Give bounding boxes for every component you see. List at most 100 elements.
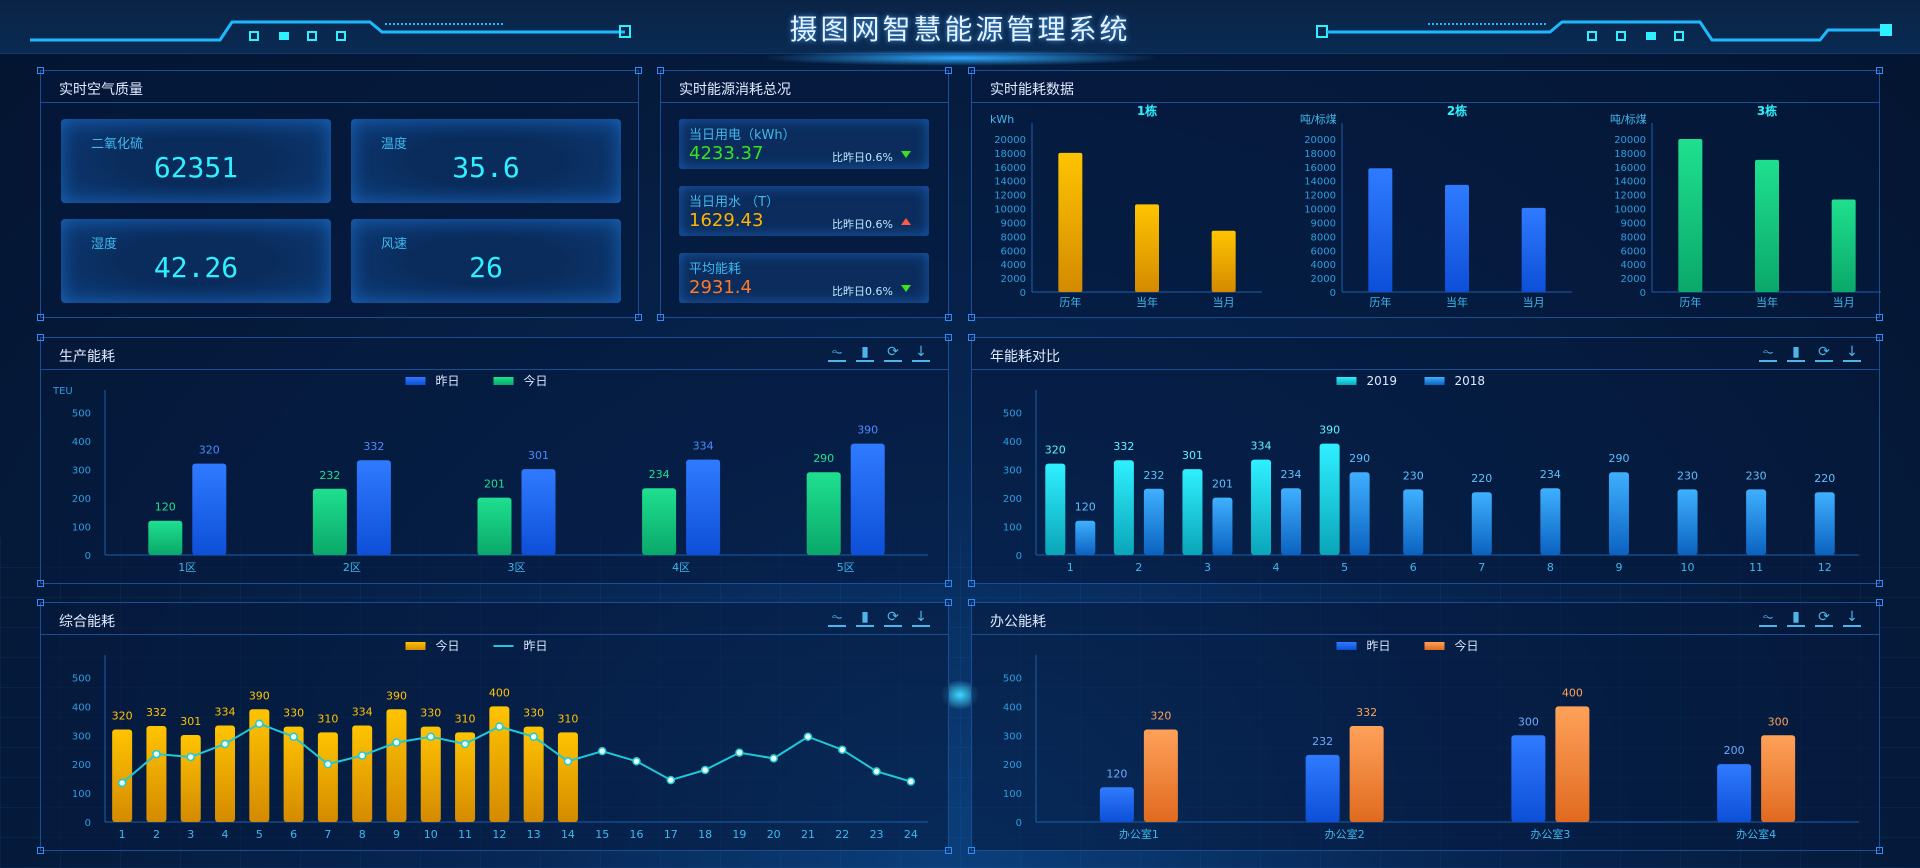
refresh-icon[interactable]: ⟳ [1815, 344, 1833, 362]
bar [1511, 735, 1546, 822]
legend-label: 2018 [1455, 374, 1486, 388]
y-tick-label: 0 [1640, 288, 1646, 299]
bar [1814, 492, 1835, 555]
bar [1746, 489, 1767, 555]
x-tick-label: 16 [630, 828, 644, 841]
refresh-icon[interactable]: ⟳ [884, 609, 902, 627]
bar [557, 732, 578, 822]
bar-chart-icon[interactable]: ▮ [1787, 609, 1805, 627]
y-tick-label: 14000 [1304, 177, 1336, 188]
y-tick-label: 300 [1003, 465, 1022, 476]
energy-value: 2931.4 [689, 277, 752, 298]
pulse-icon[interactable]: ⏦ [1759, 609, 1777, 627]
x-tick-label: 20 [767, 828, 781, 841]
y-tick-label: 16000 [1304, 163, 1336, 174]
download-icon[interactable]: ↓ [912, 609, 930, 627]
x-tick-label: 5 [256, 828, 263, 841]
x-tick-label: 5 [1341, 561, 1348, 574]
y-tick-label: 10000 [1304, 205, 1336, 216]
panel-title: 综合能耗 [59, 614, 115, 630]
panel-title: 年能耗对比 [990, 349, 1060, 365]
air-quality-panel: 实时空气质量 二氧化硫 62351 温度 35.6 湿度 42.26 风速 26 [37, 67, 642, 321]
line-point [666, 775, 676, 785]
metric-card-humidity: 湿度 42.26 [61, 219, 331, 303]
x-tick-label: 当月 [1523, 295, 1545, 309]
metric-value: 35.6 [452, 151, 520, 184]
bar-chart-icon[interactable]: ▮ [856, 344, 874, 362]
energy-value: 4233.37 [689, 143, 764, 164]
download-icon[interactable]: ↓ [912, 344, 930, 362]
y-tick-label: 9000 [1621, 218, 1646, 229]
data-label: 330 [420, 707, 441, 720]
line-point [632, 757, 641, 766]
y-tick-label: 300 [72, 731, 91, 742]
legend-label: 2019 [1367, 374, 1398, 388]
bar [1755, 159, 1779, 292]
realtime-energy-chart: 1栋 kWh 0 2000 4000 6000 8000 9000 10000 12000 1400… [990, 103, 1881, 309]
trend-down-icon [901, 285, 911, 292]
x-tick-label: 9 [393, 828, 400, 841]
y-tick-label: 2000 [1311, 274, 1336, 285]
y-tick-label: 2000 [1621, 274, 1646, 285]
x-tick-label: 2 [1135, 561, 1142, 574]
y-tick-label: 4000 [1621, 260, 1646, 271]
x-tick-label: 3 [1204, 561, 1211, 574]
data-label: 334 [352, 705, 373, 718]
bar [1761, 735, 1796, 822]
download-icon[interactable]: ↓ [1843, 609, 1861, 627]
composite-energy-panel: 综合能耗 ⏦ ▮ ⟳ ↓ 今日 昨日 0 100 200 300 400 500 1 2 3 4 5 6 7 8 9 10… [37, 599, 952, 854]
refresh-icon[interactable]: ⟳ [1815, 609, 1833, 627]
y-tick-label: 0 [1016, 551, 1022, 562]
x-tick-label: 9 [1615, 561, 1622, 574]
x-tick-label: 14 [561, 828, 575, 841]
bar [1058, 152, 1083, 292]
data-label: 220 [1471, 472, 1492, 485]
bar [523, 726, 544, 822]
x-tick-label: 历年 [1679, 295, 1701, 309]
line-point [803, 732, 813, 741]
line-point [152, 749, 161, 759]
trend-down-icon [901, 151, 911, 158]
x-tick-label: 19 [732, 828, 746, 841]
bar [180, 734, 201, 822]
legend-swatch [405, 642, 426, 650]
y-tick-label: 20000 [1304, 135, 1336, 146]
legend-label: 今日 [1455, 638, 1479, 653]
line-point [255, 719, 264, 728]
data-label: 320 [199, 444, 220, 457]
bar-chart-icon[interactable]: ▮ [1787, 344, 1805, 362]
bar [1471, 492, 1492, 555]
x-tick-label: 2 [153, 828, 160, 841]
bar [146, 726, 167, 822]
bar [489, 706, 510, 822]
bar [317, 732, 338, 822]
energy-label: 平均能耗 [689, 262, 742, 277]
pulse-icon[interactable]: ⏦ [828, 609, 846, 627]
legend: 2019 2018 [1336, 374, 1486, 388]
data-label: 201 [484, 478, 505, 491]
line-point [906, 777, 916, 786]
pulse-icon[interactable]: ⏦ [1759, 344, 1777, 362]
data-label: 201 [1212, 478, 1233, 491]
x-tick-label: 当年 [1756, 295, 1778, 309]
legend-label: 昨日 [436, 374, 460, 388]
refresh-icon[interactable]: ⟳ [884, 344, 902, 362]
x-tick-label: 办公室3 [1530, 827, 1570, 841]
line-point [426, 732, 436, 741]
data-label: 310 [557, 712, 578, 725]
data-label: 400 [489, 686, 510, 699]
realtime-energy-panel: 实时能耗数据 1栋 kWh 0 2000 4000 6000 8000 9000 10000 12… [968, 67, 1883, 321]
y-tick-label: 100 [72, 789, 91, 800]
bar-chart-icon[interactable]: ▮ [856, 609, 874, 627]
bar [1143, 729, 1178, 822]
data-label: 300 [1518, 715, 1539, 728]
x-tick-label: 11 [458, 828, 472, 841]
data-label: 310 [455, 712, 476, 725]
y-tick-label: 100 [1003, 522, 1022, 533]
pulse-icon[interactable]: ⏦ [828, 344, 846, 362]
data-label: 334 [693, 440, 714, 453]
data-label: 230 [1746, 469, 1767, 482]
y-tick-label: 6000 [1001, 246, 1026, 257]
data-label: 120 [155, 501, 176, 514]
download-icon[interactable]: ↓ [1843, 344, 1861, 362]
